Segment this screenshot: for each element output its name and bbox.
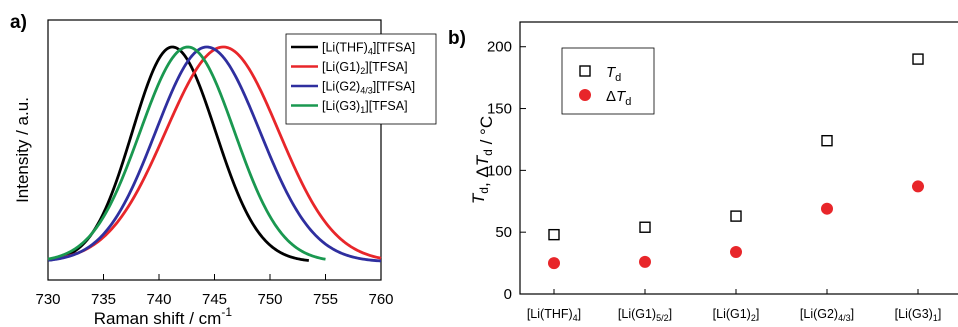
y-axis-label-a: Intensity / a.u. [13,97,32,203]
spectrum-line [47,45,326,261]
x-tick-label-a: 755 [313,291,338,308]
y-tick-label-b: 150 [487,101,512,118]
x-axis-ticks-b: [Li(THF)4] [Li(G1)5/2] [Li(G1)2] [Li(G2)4/3… [527,289,942,323]
spectrum-line [47,45,382,263]
legend-box-b [561,47,655,115]
panel-a-label: a) [10,12,27,33]
legend-b: Td ΔTd [561,47,655,115]
decomposition-temperature-chart: 0 50 100 150 200 [Li(THF)4] [Li(G1)5/2] [Li(G1… [469,21,958,323]
point-td [912,53,924,65]
legend-box-a [285,33,437,125]
y-tick-label-b: 100 [487,162,512,179]
point-td [639,221,651,233]
category-label: [Li(G2)4/3] [800,307,854,323]
y-axis-ticks-b: 0 50 100 150 200 [487,39,526,303]
legend-label-delta-td: ΔTd [606,88,631,108]
point-delta-td [639,255,651,268]
category-label: [Li(THF)4] [527,307,581,323]
category-label: [Li(G1)2] [713,307,760,323]
x-tick-label-a: 735 [91,291,116,308]
point-delta-td [912,180,924,193]
point-td [821,134,833,147]
plot-frame-b [519,21,958,295]
category-label: [Li(G1)5/2] [618,307,672,323]
point-td [548,228,560,241]
legend-marker-delta-td [579,89,591,101]
legend-label-td: Td [606,64,621,84]
x-tick-label-a: 745 [202,291,227,308]
point-delta-td [548,257,560,270]
legend-a: [Li(THF)4][TFSA] [Li(G1)2][TFSA] [Li(G2)4/… [285,33,437,125]
scatter-points [548,53,924,270]
panel-b-label: b) [448,28,466,49]
y-axis-label-b: Td, ΔTd / °C [469,116,496,204]
y-tick-label-b: 0 [504,286,512,303]
legend-label-a: [Li(G3)1][TFSA] [322,99,408,115]
x-tick-label-a: 760 [368,291,393,308]
legend-label-a: [Li(G2)4/3][TFSA] [322,80,415,96]
legend-label-a: [Li(THF)4][TFSA] [322,41,415,57]
x-axis-label-a: Raman shift / cm-1 [94,305,233,327]
x-tick-label-a: 740 [146,291,171,308]
spectra-curves [47,45,382,263]
category-label: [Li(G3)1] [895,307,942,323]
x-tick-label-a: 750 [257,291,282,308]
y-tick-label-b: 200 [487,39,512,56]
legend-label-a: [Li(G1)2][TFSA] [322,60,408,76]
raman-spectra-chart: 730 735 740 745 750 755 760 [Li(THF)4][TFSA][L… [13,19,437,327]
legend-marker-td [579,65,591,77]
x-axis-ticks-a: 730 735 740 745 750 755 760 [35,274,394,308]
point-delta-td [821,202,833,215]
point-delta-td [730,245,742,258]
x-tick-label-a: 730 [35,291,60,308]
y-tick-label-b: 50 [495,224,512,241]
point-td [730,210,742,222]
